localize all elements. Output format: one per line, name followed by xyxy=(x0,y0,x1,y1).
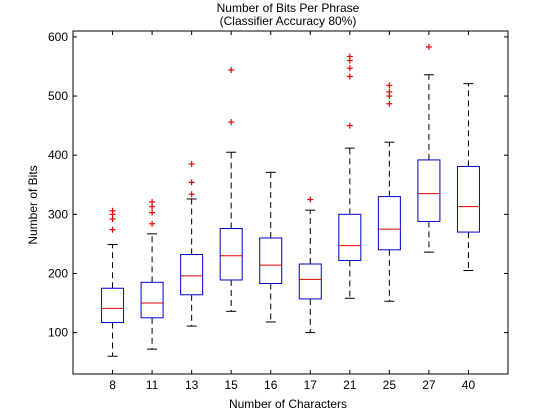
outlier-point xyxy=(149,198,156,205)
box-16 xyxy=(259,171,283,323)
y-tick-label: 300 xyxy=(48,207,68,221)
outlier-point xyxy=(188,161,195,168)
outlier-point xyxy=(188,179,195,186)
box-13 xyxy=(180,161,204,327)
x-axis: 8 11 13 15 16 17 21 25 27 40 xyxy=(109,31,475,392)
x-tick-label: 17 xyxy=(304,378,318,392)
outlier-point xyxy=(188,191,195,198)
outlier-point xyxy=(386,82,393,89)
box-8 xyxy=(101,207,125,357)
iqr-box xyxy=(417,159,441,222)
y-tick-label: 200 xyxy=(48,266,68,280)
iqr-box xyxy=(219,228,243,281)
outlier-point xyxy=(346,122,353,129)
box-21 xyxy=(338,53,362,299)
iqr-box xyxy=(456,165,480,233)
iqr-box xyxy=(259,237,283,285)
outlier-point xyxy=(346,65,353,72)
box-series xyxy=(101,43,480,357)
iqr-box xyxy=(338,213,362,261)
outlier-point xyxy=(425,43,432,50)
iqr-box xyxy=(101,287,125,324)
box-17 xyxy=(298,196,322,334)
x-tick-label: 40 xyxy=(462,378,476,392)
iqr-box xyxy=(180,254,204,296)
iqr-box xyxy=(298,263,322,300)
y-tick-label: 600 xyxy=(48,30,68,44)
box-15 xyxy=(219,67,243,312)
outlier-point xyxy=(386,100,393,107)
x-tick-label: 27 xyxy=(422,378,436,392)
y-axis-label: Number of Bits xyxy=(26,165,40,244)
outlier-point xyxy=(346,53,353,60)
box-27 xyxy=(417,43,441,253)
iqr-box xyxy=(140,281,164,319)
x-tick-label: 13 xyxy=(185,378,199,392)
x-tick-label: 15 xyxy=(225,378,239,392)
outlier-point xyxy=(109,207,116,214)
outlier-point xyxy=(228,67,235,74)
outlier-point xyxy=(149,220,156,227)
outlier-point xyxy=(346,73,353,80)
y-tick-label: 400 xyxy=(48,148,68,162)
chart-subtitle: (Classifier Accuracy 80%) xyxy=(220,14,357,28)
box-40 xyxy=(456,83,480,272)
y-axis: 100 200 300 400 500 600 xyxy=(48,30,508,340)
x-tick-label: 16 xyxy=(264,378,278,392)
x-axis-label: Number of Characters xyxy=(229,397,347,411)
iqr-box xyxy=(377,196,401,251)
x-tick-label: 25 xyxy=(383,378,397,392)
outlier-point xyxy=(109,226,116,233)
outlier-point xyxy=(307,196,314,203)
outlier-point xyxy=(386,88,393,95)
x-tick-label: 8 xyxy=(109,378,116,392)
x-tick-label: 21 xyxy=(343,378,357,392)
plot-area-frame xyxy=(72,30,509,375)
chart-title: Number of Bits Per Phrase xyxy=(217,1,360,15)
outlier-point xyxy=(149,209,156,216)
y-tick-label: 500 xyxy=(48,89,68,103)
x-tick-label: 11 xyxy=(146,378,159,392)
box-11 xyxy=(140,198,164,350)
box-25 xyxy=(377,82,401,302)
y-tick-label: 100 xyxy=(48,326,68,340)
outlier-point xyxy=(228,119,235,126)
